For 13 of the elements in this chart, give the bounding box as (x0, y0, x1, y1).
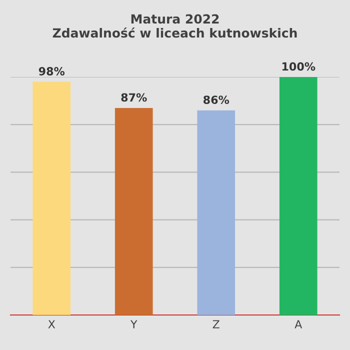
data-label: 86% (204, 96, 230, 104)
x-tick-label: Z (212, 320, 220, 328)
x-tick-label: X (48, 320, 56, 328)
bar (114, 108, 153, 315)
x-tick-label: Y (130, 320, 138, 328)
x-tick-label: A (294, 320, 302, 328)
data-label: 87% (121, 93, 147, 102)
bar (197, 110, 236, 315)
bar (32, 82, 71, 315)
bar (279, 77, 318, 315)
data-label: 100% (282, 62, 316, 71)
chart-title: Matura 2022 Zdawalność w liceach kutnowskich (52, 14, 297, 38)
data-label: 98% (38, 67, 65, 76)
